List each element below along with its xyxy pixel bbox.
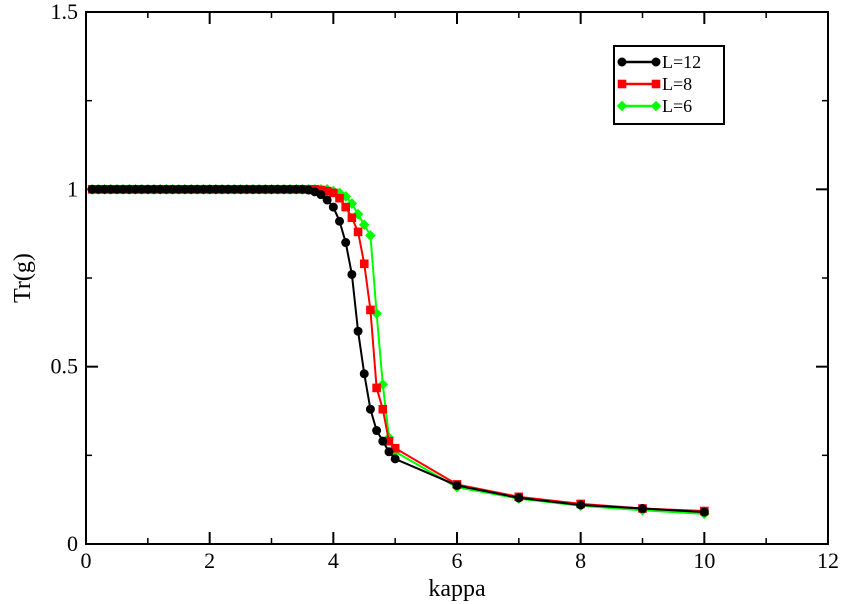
series-l-12	[87, 184, 709, 517]
data-point	[372, 426, 382, 436]
x-tick-label: 4	[328, 548, 339, 573]
data-point	[514, 493, 524, 503]
y-tick-label: 0.5	[51, 354, 79, 379]
data-point	[358, 219, 370, 231]
series-group	[86, 184, 710, 520]
plot-frame	[85, 11, 829, 545]
x-tick-label: 2	[204, 548, 215, 573]
data-point	[346, 198, 358, 209]
data-point	[322, 195, 332, 205]
x-axis-label: kappa	[428, 576, 486, 602]
legend-item: L=12	[617, 52, 701, 72]
legend-marker	[616, 100, 628, 112]
data-point	[353, 227, 363, 237]
y-tick-label: 0	[67, 531, 78, 556]
legend-label: L=12	[662, 52, 701, 72]
data-point	[341, 202, 350, 212]
data-point	[335, 193, 344, 203]
data-point	[372, 383, 381, 393]
legend-label: L=6	[662, 96, 692, 116]
data-point	[377, 379, 389, 390]
legend-marker	[617, 79, 627, 89]
y-tick-label: 1.5	[51, 0, 79, 24]
x-tick-label: 6	[452, 548, 463, 573]
data-point	[353, 326, 363, 336]
x-tick-label: 10	[693, 548, 715, 573]
legend-marker	[617, 57, 627, 67]
data-point	[316, 190, 326, 200]
data-point	[335, 216, 345, 226]
data-point	[384, 447, 394, 457]
data-point	[378, 404, 388, 414]
x-tick-label: 8	[575, 548, 586, 573]
data-point	[576, 500, 586, 510]
legend: L=12L=8L=6	[613, 45, 725, 125]
legend-marker	[650, 100, 662, 112]
data-point	[366, 305, 375, 315]
data-point	[452, 480, 462, 490]
legend-label: L=8	[662, 74, 692, 94]
data-point	[699, 507, 709, 517]
data-point	[359, 369, 369, 379]
data-point	[352, 208, 364, 220]
legend-marker	[651, 79, 661, 89]
data-point	[341, 238, 351, 248]
x-tick-label: 0	[81, 548, 92, 573]
y-tick-label: 1	[67, 176, 78, 201]
legend-marker	[651, 57, 661, 67]
data-point	[329, 188, 338, 198]
data-point	[365, 404, 375, 414]
axes: 0 2 4 6 8 10 12 0 0.5 1 1.5	[51, 0, 840, 573]
data-point	[328, 202, 338, 212]
data-point	[347, 269, 357, 279]
data-point	[390, 454, 400, 464]
data-point	[347, 213, 357, 223]
legend-item: L=6	[616, 96, 692, 116]
data-point	[359, 259, 369, 269]
legend-item: L=8	[617, 74, 692, 94]
data-point	[378, 436, 388, 446]
data-point	[365, 230, 376, 241]
x-tick-label: 12	[817, 548, 839, 573]
y-axis-label: Tr(g)	[10, 253, 36, 303]
data-point	[638, 504, 647, 514]
